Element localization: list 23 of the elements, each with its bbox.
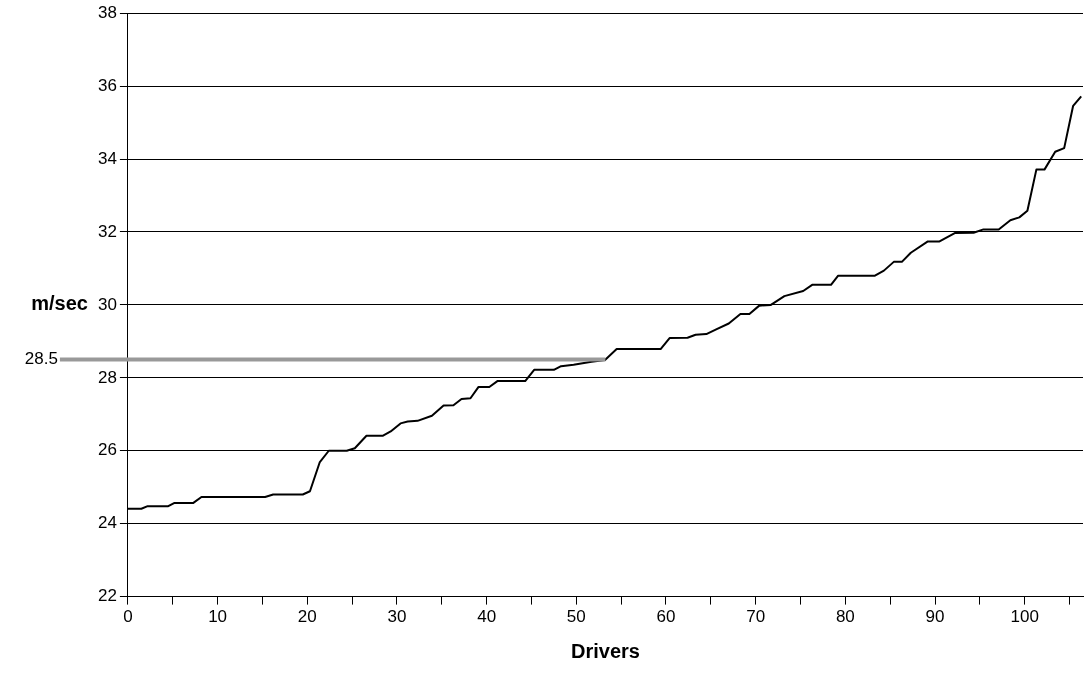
- y-tick-label: 26: [97, 440, 117, 460]
- y-tick-label: 22: [97, 586, 117, 606]
- x-tick-label: 90: [925, 607, 945, 627]
- y-axis-title: m/sec: [31, 292, 88, 315]
- x-tick-label: 70: [746, 607, 766, 627]
- y-tick-label: 38: [97, 2, 117, 22]
- y-tick-label: 28: [97, 367, 117, 387]
- x-axis-title: Drivers: [570, 640, 640, 663]
- y-tick-label: 34: [97, 148, 117, 168]
- x-tick-label: 40: [477, 607, 497, 627]
- y-tick-label: 24: [97, 513, 117, 533]
- y-tick-label: 32: [97, 221, 117, 241]
- x-tick-label: 50: [566, 607, 586, 627]
- x-tick-label: 20: [297, 607, 317, 627]
- x-tick-label: 0: [123, 607, 133, 627]
- x-tick-label: 10: [208, 607, 228, 627]
- x-tick-label: 30: [387, 607, 407, 627]
- ref-line-label: 28.5: [24, 349, 58, 369]
- x-tick-label: 100: [1010, 607, 1039, 627]
- y-tick-label: 30: [97, 294, 117, 314]
- x-tick-label: 60: [656, 607, 676, 627]
- x-tick-label: 80: [835, 607, 855, 627]
- y-tick-label: 36: [97, 75, 117, 95]
